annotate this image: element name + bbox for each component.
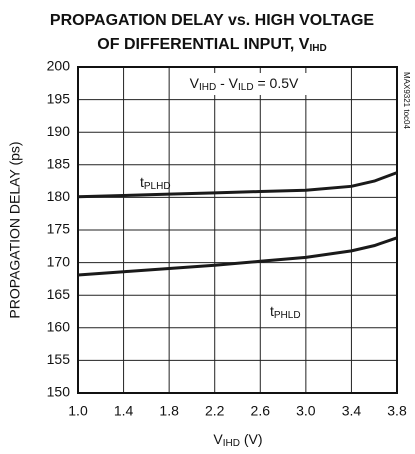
text-run: IHD <box>223 438 240 449</box>
annotation-background <box>170 73 318 95</box>
chart-title: OF DIFFERENTIAL INPUT, VIHD <box>97 36 326 53</box>
plot-frame <box>77 66 398 394</box>
text-run: PROPAGATION DELAY vs. HIGH VOLTAGE <box>50 12 375 29</box>
x-tick-label: 3.8 <box>387 403 407 419</box>
chart-title: PROPAGATION DELAY vs. HIGH VOLTAGE <box>50 12 375 29</box>
x-tick-label: 2.2 <box>205 403 225 419</box>
text-run: - V <box>216 75 238 91</box>
text-run: t <box>270 303 274 319</box>
text-run: V <box>213 431 223 447</box>
data-line <box>77 171 398 199</box>
y-tick-label: 200 <box>47 58 71 74</box>
text-run: PHLD <box>274 310 301 321</box>
x-axis-label: VIHD (V) <box>213 431 262 449</box>
x-tick-label: 1.4 <box>114 403 134 419</box>
y-tick-label: 185 <box>47 156 71 172</box>
x-tick-label: 3.0 <box>296 403 316 419</box>
text-run: OF DIFFERENTIAL INPUT, V <box>97 36 309 53</box>
x-tick-label: 1.0 <box>68 403 88 419</box>
y-tick-label: 165 <box>47 286 71 302</box>
data-line <box>77 236 398 277</box>
text-run: V <box>190 75 200 91</box>
text-run: t <box>140 174 144 190</box>
text-run: IHD <box>309 43 326 54</box>
y-tick-label: 160 <box>47 319 71 335</box>
y-axis-label: PROPAGATION DELAY (ps) <box>7 141 23 318</box>
x-tick-label: 3.4 <box>342 403 362 419</box>
y-tick-label: 175 <box>47 221 71 237</box>
y-tick-label: 190 <box>47 123 71 139</box>
annotation: VIHD - VILD = 0.5V <box>190 75 299 93</box>
text-run: = 0.5V <box>254 75 299 91</box>
text-run: (V) <box>240 431 263 447</box>
series-label: tPHLD <box>270 303 301 321</box>
x-tick-label: 2.6 <box>251 403 271 419</box>
text-run: ILD <box>238 82 254 93</box>
side-note: MAX9321 toc04 <box>402 72 411 129</box>
series-label: tPLHD <box>140 174 171 192</box>
y-tick-label: 155 <box>47 351 71 367</box>
y-tick-label: 150 <box>47 384 71 400</box>
text-run: IHD <box>199 82 216 93</box>
x-tick-label: 1.8 <box>159 403 179 419</box>
y-tick-label: 195 <box>47 90 71 106</box>
y-tick-label: 170 <box>47 253 71 269</box>
y-tick-label: 180 <box>47 188 71 204</box>
text-run: PLHD <box>144 181 171 192</box>
